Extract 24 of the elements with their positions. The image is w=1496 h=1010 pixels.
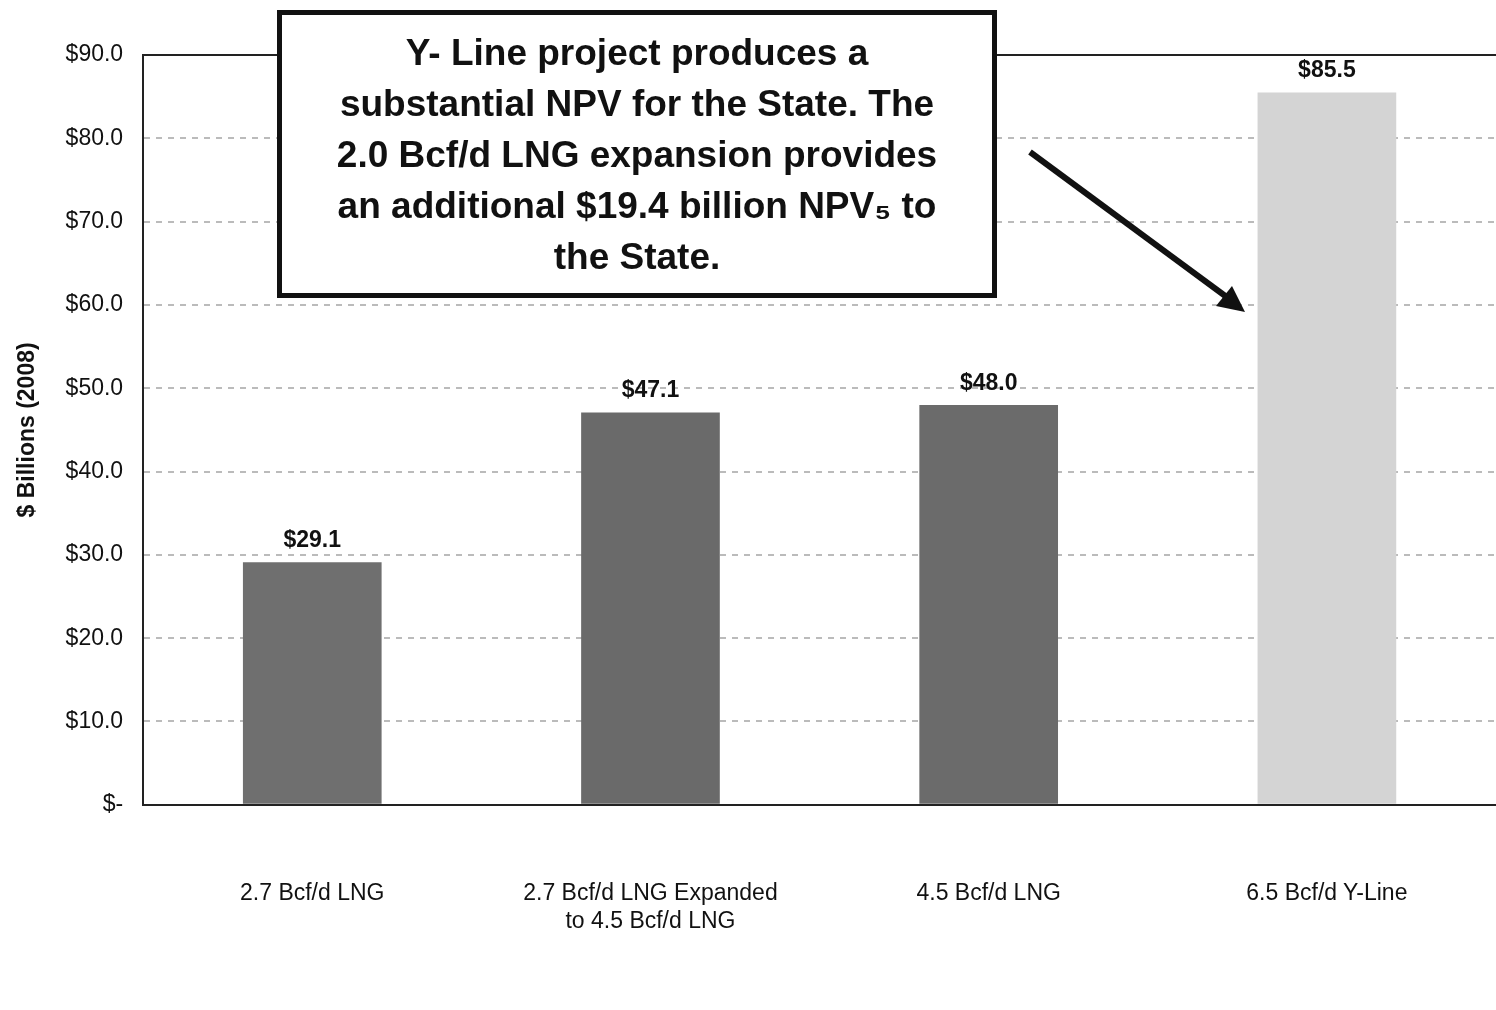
y-tick-label: $60.0 — [65, 290, 124, 317]
y-tick-label: $80.0 — [65, 123, 124, 150]
y-tick-label: $20.0 — [65, 623, 124, 650]
y-tick-label: $30.0 — [65, 540, 124, 567]
y-tick-label: $10.0 — [65, 706, 124, 733]
bar — [919, 404, 1059, 804]
y-tick-label: $- — [102, 790, 124, 817]
bar — [581, 412, 720, 804]
x-tick-label: 6.5 Bcf/d Y-Line — [1246, 878, 1408, 905]
data-label: $47.1 — [621, 376, 680, 403]
data-label: $48.0 — [959, 368, 1018, 395]
y-tick-label: $50.0 — [65, 373, 124, 400]
data-label: $85.5 — [1298, 56, 1356, 83]
x-tick-label: 2.7 Bcf/d LNG Expanded to 4.5 Bcf/d LNG — [523, 878, 778, 933]
data-label: $29.1 — [283, 526, 342, 553]
bar — [242, 562, 382, 804]
callout-box: Y- Line project produces a substantial NPV for the State. The 2.0 Bcf/d LNG expansion provides an additional $19.4 billion NPV₅ to the State. — [277, 10, 997, 298]
y-tick-label: $40.0 — [65, 456, 124, 483]
y-axis-title: $ Billions (2008) — [13, 342, 40, 518]
bar — [1257, 92, 1397, 804]
x-tick-label: 4.5 Bcf/d LNG — [916, 878, 1061, 905]
y-tick-label: $70.0 — [65, 206, 124, 233]
y-tick-label: $90.0 — [65, 40, 124, 67]
x-tick-label: 2.7 Bcf/d LNG — [240, 878, 385, 905]
